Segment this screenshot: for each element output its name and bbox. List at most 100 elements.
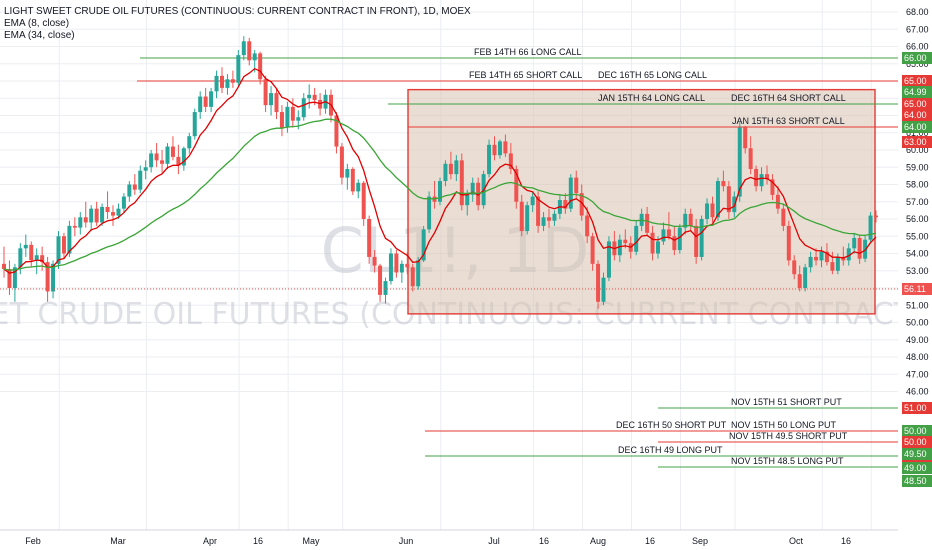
candle-body — [574, 177, 579, 194]
price-axis-tick: 51.00 — [906, 300, 929, 310]
level-label: DEC 16TH 65 LONG CALL — [598, 70, 707, 80]
price-tag-label: 51.00 — [904, 403, 927, 413]
candle-body — [563, 200, 568, 209]
price-axis-tick: 46.00 — [906, 387, 929, 397]
candle-body — [252, 53, 257, 61]
price-tag[interactable] — [902, 136, 932, 148]
candle-body — [67, 225, 72, 254]
price-tag[interactable] — [902, 425, 932, 437]
time-axis-tick: Oct — [789, 536, 804, 546]
level-label: NOV 15TH 50 LONG PUT — [731, 420, 837, 430]
price-tag[interactable] — [902, 109, 932, 121]
price-axis-tick: 56.00 — [906, 214, 929, 224]
candle-body — [356, 182, 361, 192]
candle-body — [792, 260, 797, 275]
price-tag-label: 49.50 — [904, 449, 927, 459]
candle-body — [672, 236, 677, 251]
candle-body — [443, 163, 448, 182]
price-tag-label: 66.00 — [904, 53, 927, 63]
candle-body — [181, 148, 186, 166]
candle-body — [421, 229, 426, 261]
price-tag[interactable] — [902, 75, 932, 87]
price-tag[interactable] — [902, 448, 932, 460]
time-axis-tick: Feb — [25, 536, 41, 546]
candle-body — [666, 229, 671, 237]
candle-body — [503, 141, 508, 154]
candle-body — [399, 263, 404, 273]
level-label: JAN 15TH 63 SHORT CALL — [732, 116, 845, 126]
price-axis-tick: 54.00 — [906, 249, 929, 259]
price-tag[interactable] — [902, 462, 932, 474]
candle-body — [247, 41, 252, 61]
candle-body — [596, 263, 601, 302]
candle-body — [2, 263, 6, 270]
candle-body — [808, 256, 813, 268]
time-axis-tick: Sep — [692, 536, 708, 546]
price-tag[interactable] — [902, 283, 932, 295]
price-axis-tick: 67.00 — [906, 24, 929, 34]
candle-body — [705, 203, 710, 219]
price-tag[interactable] — [902, 436, 932, 448]
price-axis-tick: 68.00 — [906, 7, 929, 17]
candle-body — [361, 182, 366, 219]
level-label: NOV 15TH 49.5 SHORT PUT — [729, 431, 848, 441]
price-tag-label: 65.00 — [904, 76, 927, 86]
candle-body — [454, 160, 459, 175]
price-tag[interactable] — [902, 52, 932, 64]
price-axis-tick: 50.00 — [906, 318, 929, 328]
ema-lines — [3, 67, 877, 274]
candle-body — [40, 255, 45, 263]
price-tag[interactable] — [902, 475, 932, 487]
candle-body — [487, 144, 492, 175]
price-tag[interactable] — [902, 98, 932, 110]
candle-body — [759, 174, 764, 187]
candle-body — [51, 263, 56, 292]
candle-body — [241, 41, 246, 56]
candle-body — [874, 215, 878, 218]
candle-body — [78, 217, 83, 228]
candle-body — [803, 267, 808, 288]
candle-body — [72, 225, 77, 228]
candle-body — [623, 239, 628, 244]
candle-body — [770, 179, 775, 195]
price-tag[interactable] — [902, 121, 932, 133]
candle-body — [721, 181, 726, 187]
option-level-lines[interactable]: FEB 14TH 66 LONG CALL FEB 14TH 65 SHORT C… — [137, 47, 898, 468]
candle-body — [187, 136, 192, 149]
price-tag-label: 50.00 — [904, 437, 927, 447]
candle-body — [312, 94, 317, 100]
time-axis-tick: Jun — [399, 536, 414, 546]
candle-body — [737, 127, 742, 197]
candle-body — [45, 262, 50, 292]
candle-body — [116, 208, 121, 216]
price-tag[interactable] — [902, 402, 932, 414]
candle-body — [29, 244, 34, 261]
candle-body — [547, 217, 551, 221]
legend-ema-fast[interactable]: EMA (8, close) — [4, 18, 69, 29]
price-tag[interactable] — [902, 86, 932, 98]
candle-body — [160, 160, 165, 164]
candle-body — [579, 193, 584, 216]
candle-body — [405, 263, 410, 268]
candle-body — [209, 91, 214, 107]
candle-body — [497, 141, 502, 156]
candle-body — [89, 208, 94, 223]
candle-body — [661, 229, 666, 242]
legend-ema-slow[interactable]: EMA (34, close) — [4, 30, 75, 41]
time-axis[interactable]: Feb Mar Apr 16 May Jun Jul 16 Aug 16 Sep Oct 16 — [0, 529, 898, 546]
candle-body — [688, 213, 693, 226]
candle-body — [236, 55, 241, 83]
time-axis-tick: Apr — [203, 536, 217, 546]
candle-body — [819, 251, 824, 261]
candle-body — [427, 196, 432, 230]
candle-body — [814, 256, 819, 261]
candle-body — [149, 153, 154, 168]
candle-body — [699, 219, 704, 257]
candle-body — [541, 217, 546, 226]
candle-body — [12, 267, 17, 288]
time-axis-tick: 16 — [645, 536, 655, 546]
candle-body — [111, 212, 115, 216]
candle-body — [34, 255, 39, 261]
